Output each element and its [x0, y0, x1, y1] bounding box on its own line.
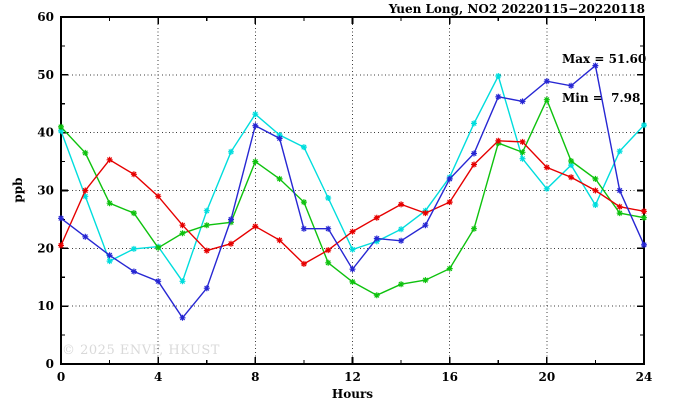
x-tick-label: 8: [251, 370, 259, 384]
tick-labels: 0 4 8 12 16 20 24 0 10 20 30 40 50 60: [37, 10, 652, 384]
gridlines: [61, 17, 644, 364]
x-tick-label: 12: [344, 370, 361, 384]
y-tick-label: 0: [46, 357, 54, 371]
series-markers-cyan: [58, 73, 647, 285]
x-axis-label: Hours: [331, 387, 374, 401]
series-markers-green: [58, 96, 647, 299]
max-min-annotation: Max = 51.60 Min = 7.98: [562, 27, 646, 131]
x-tick-label: 16: [441, 370, 458, 384]
x-tick-label: 4: [154, 370, 162, 384]
series-red: [58, 137, 647, 267]
axis-ticks: [60, 16, 645, 365]
y-tick-label: 40: [37, 126, 54, 140]
series-cyan: [58, 73, 647, 285]
min-value-label: Min = 7.98: [562, 91, 641, 105]
y-tick-label: 20: [37, 241, 54, 255]
chart-title: Yuen Long, NO2 20220115−20220118: [388, 2, 645, 16]
series-line-red: [60, 140, 645, 265]
series-markers-red: [58, 137, 647, 267]
y-tick-label: 50: [37, 68, 54, 82]
x-tick-label: 0: [57, 370, 65, 384]
max-value-label: Max = 51.60: [562, 52, 647, 66]
y-tick-label: 30: [37, 184, 54, 198]
y-tick-label: 10: [37, 299, 54, 313]
series-markers-blue: [58, 62, 647, 321]
watermark: © 2025 ENVF, HKUST: [62, 343, 220, 358]
y-tick-label: 60: [37, 10, 54, 24]
series-blue: [58, 62, 647, 321]
series-green: [58, 96, 647, 299]
x-tick-label: 20: [538, 370, 555, 384]
x-tick-label: 24: [636, 370, 653, 384]
